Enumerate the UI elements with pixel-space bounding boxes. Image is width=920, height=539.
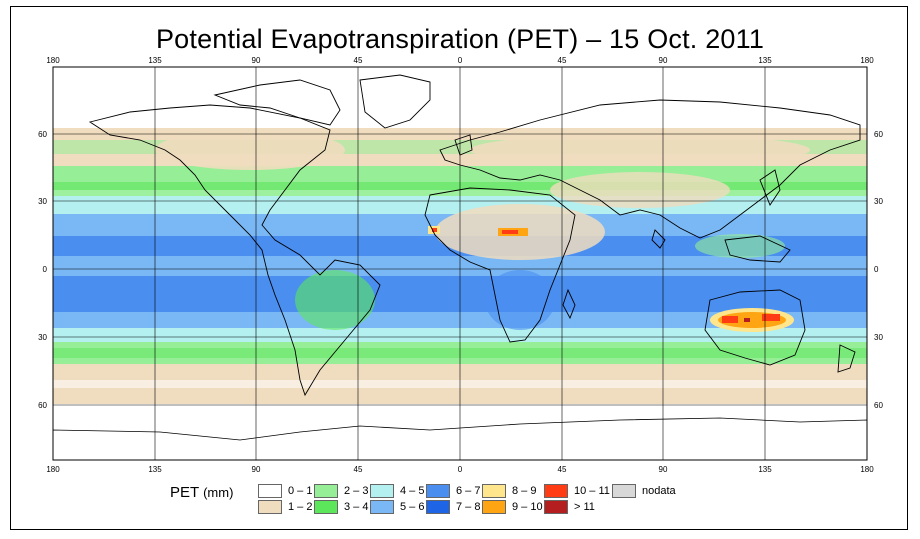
japan-coast	[759, 169, 781, 206]
south-africa-blue	[485, 270, 555, 330]
lat-label-right: 60	[874, 401, 883, 410]
lon-label-bottom: 180	[860, 465, 874, 474]
graticule	[53, 67, 867, 460]
lat-label-right: 60	[874, 130, 883, 139]
lon-label-bottom: 45	[558, 465, 567, 474]
canada-arctic-coast	[213, 79, 341, 126]
west-africa-hot	[432, 228, 437, 232]
lat-labels-left: 60 30 0 30 60	[38, 130, 47, 410]
australia-hot-3	[744, 318, 750, 322]
australia-hot-1	[722, 316, 738, 323]
lat-label-left: 60	[38, 401, 47, 410]
map-title: Potential Evapotranspiration (PET) – 15 …	[155, 24, 765, 54]
sri-lanka-coast	[651, 229, 666, 249]
lon-label-bottom: 0	[458, 465, 463, 474]
lon-label-bottom: 90	[252, 465, 261, 474]
new-zealand-coast	[837, 344, 856, 373]
north-america-tan	[155, 130, 345, 170]
madagascar-coast	[562, 288, 576, 320]
lon-label-top: 90	[659, 56, 668, 65]
greenland	[359, 74, 431, 129]
americas-coast	[88, 104, 381, 397]
lon-label-top: 135	[758, 56, 772, 65]
australia-coast	[704, 289, 806, 366]
australia-hot-2	[762, 314, 780, 321]
lat-label-left: 30	[38, 333, 47, 342]
lon-label-top: 180	[860, 56, 874, 65]
eurasia-tan	[470, 134, 810, 166]
lon-label-bottom: 135	[758, 465, 772, 474]
figure-frame	[10, 6, 908, 530]
lon-label-top: 90	[252, 56, 261, 65]
sahel-hot-2	[502, 230, 518, 234]
lon-label-bottom: 180	[46, 465, 60, 474]
asia-dry-zone	[550, 172, 730, 208]
lon-labels-top: 180 135 90 45 0 45 90 135 180	[46, 56, 874, 65]
eurasia-coast	[439, 99, 861, 239]
lat-label-left: 60	[38, 130, 47, 139]
lon-label-bottom: 90	[659, 465, 668, 474]
britain-coast	[454, 134, 473, 156]
lat-labels-right: 60 30 0 30 60	[874, 130, 883, 410]
lon-label-top: 0	[458, 56, 463, 65]
lon-label-top: 45	[354, 56, 363, 65]
coastlines	[88, 74, 861, 397]
africa-coast	[424, 187, 576, 343]
lon-label-top: 135	[148, 56, 162, 65]
lon-labels-bottom: 180 135 90 45 0 45 90 135 180	[46, 465, 874, 474]
lat-label-right: 30	[874, 333, 883, 342]
lat-label-right: 30	[874, 197, 883, 206]
lon-label-bottom: 45	[354, 465, 363, 474]
amazon-green	[295, 270, 375, 330]
indonesia-coast	[724, 235, 791, 263]
lon-label-bottom: 135	[148, 465, 162, 474]
lat-label-right: 0	[874, 265, 879, 274]
lon-label-top: 180	[46, 56, 60, 65]
lon-label-top: 45	[558, 56, 567, 65]
lat-label-left: 30	[38, 197, 47, 206]
lat-label-left: 0	[43, 265, 48, 274]
se-asia-green	[695, 234, 785, 258]
map-border	[52, 66, 868, 461]
